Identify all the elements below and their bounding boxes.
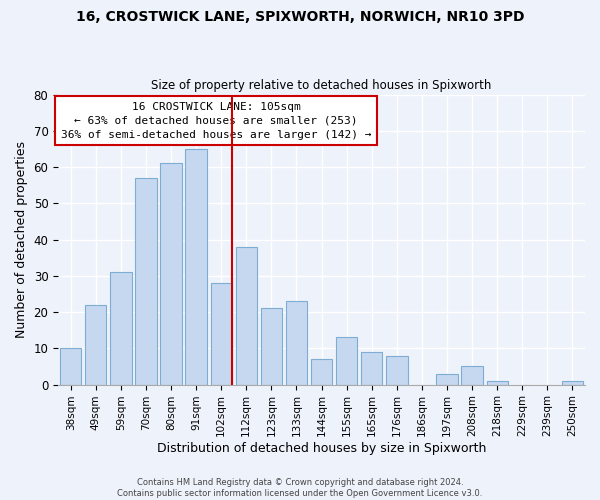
- Text: 16 CROSTWICK LANE: 105sqm
← 63% of detached houses are smaller (253)
36% of semi: 16 CROSTWICK LANE: 105sqm ← 63% of detac…: [61, 102, 371, 140]
- Title: Size of property relative to detached houses in Spixworth: Size of property relative to detached ho…: [151, 79, 492, 92]
- Bar: [336, 338, 358, 384]
- Bar: [562, 381, 583, 384]
- Bar: [160, 164, 182, 384]
- Bar: [185, 149, 207, 384]
- Text: Contains HM Land Registry data © Crown copyright and database right 2024.
Contai: Contains HM Land Registry data © Crown c…: [118, 478, 482, 498]
- Y-axis label: Number of detached properties: Number of detached properties: [15, 141, 28, 338]
- Bar: [135, 178, 157, 384]
- Bar: [436, 374, 458, 384]
- Bar: [261, 308, 282, 384]
- Bar: [311, 359, 332, 384]
- Bar: [85, 305, 106, 384]
- X-axis label: Distribution of detached houses by size in Spixworth: Distribution of detached houses by size …: [157, 442, 486, 455]
- Bar: [286, 301, 307, 384]
- Bar: [487, 381, 508, 384]
- Bar: [361, 352, 382, 384]
- Text: 16, CROSTWICK LANE, SPIXWORTH, NORWICH, NR10 3PD: 16, CROSTWICK LANE, SPIXWORTH, NORWICH, …: [76, 10, 524, 24]
- Bar: [211, 283, 232, 384]
- Bar: [110, 272, 131, 384]
- Bar: [386, 356, 407, 384]
- Bar: [461, 366, 483, 384]
- Bar: [60, 348, 82, 384]
- Bar: [236, 247, 257, 384]
